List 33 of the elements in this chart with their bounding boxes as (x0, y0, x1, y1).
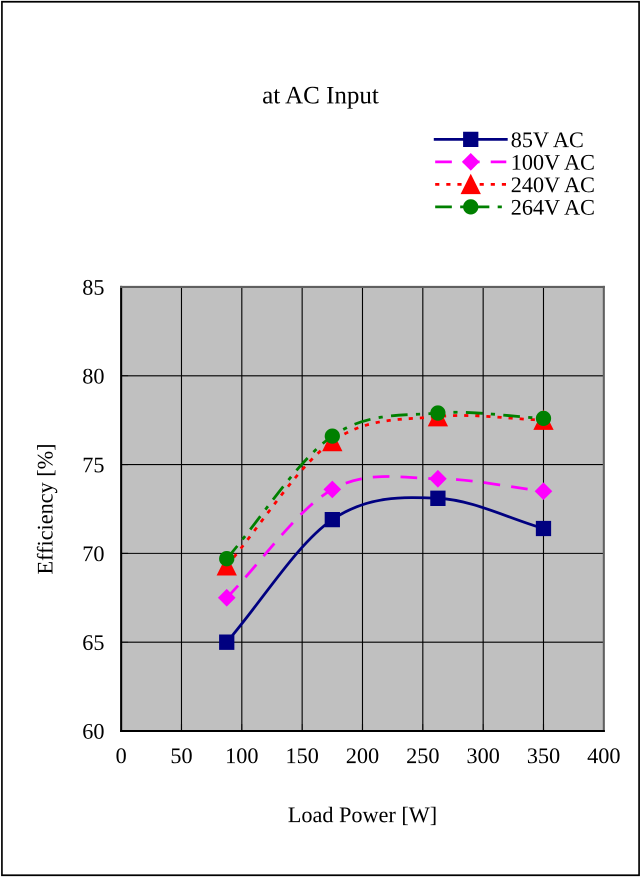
legend-label: 85V AC (512, 132, 583, 148)
y-tick-label: 70 (84, 546, 104, 562)
x-tick-label: 250 (407, 748, 439, 764)
y-tick-label: 65 (83, 635, 104, 650)
y-tick-label: 85 (83, 280, 104, 295)
point (430, 490, 446, 506)
point (218, 589, 236, 606)
point (324, 512, 340, 528)
x-axis-title: Load Power [W] (288, 806, 436, 826)
x-tick-label: 200 (346, 748, 378, 764)
legend-label: 100V AC (512, 154, 594, 170)
point (534, 482, 552, 500)
point (324, 428, 340, 444)
point (219, 551, 234, 566)
legend-label: 240V AC (512, 177, 594, 192)
y-axis-title: Efficiency [%] (36, 445, 58, 574)
chart-title: at AC Input (263, 86, 379, 109)
x-tick-label: 350 (528, 748, 560, 764)
x-tick-label: 100 (227, 748, 258, 764)
y-tick-label: 60 (83, 724, 104, 739)
y-tick-label: 80 (83, 368, 104, 384)
point (219, 634, 234, 650)
x-tick-label: 300 (468, 748, 499, 764)
legend-label: 264V AC (512, 200, 594, 215)
x-tick-label: 0 (116, 748, 126, 764)
point (324, 480, 341, 498)
point (536, 520, 552, 536)
point (429, 470, 446, 488)
x-tick-label: 50 (172, 748, 192, 764)
y-tick-label: 75 (84, 458, 104, 472)
x-tick-label: 150 (287, 748, 318, 764)
point (430, 405, 446, 421)
x-tick-label: 400 (588, 748, 620, 764)
